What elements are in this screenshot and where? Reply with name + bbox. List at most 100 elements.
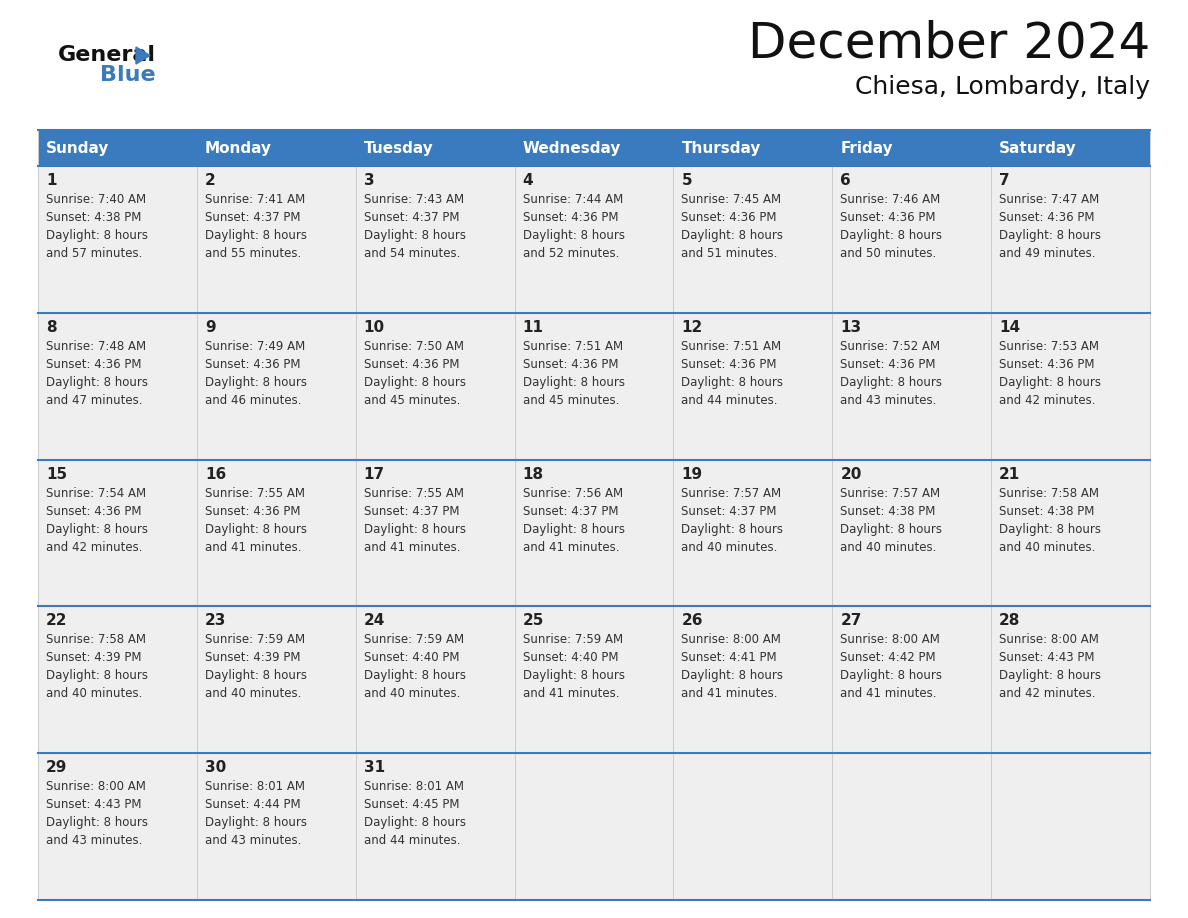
Text: 9: 9 [204,319,215,335]
Bar [514,753,674,900]
Text: and 40 minutes.: and 40 minutes. [204,688,302,700]
Text: Sunset: 4:36 PM: Sunset: 4:36 PM [46,505,141,518]
Text: Sunset: 4:36 PM: Sunset: 4:36 PM [364,358,460,371]
Text: Daylight: 8 hours: Daylight: 8 hours [204,229,307,242]
Text: 13: 13 [840,319,861,335]
Bar [674,313,833,460]
Bar [514,460,674,607]
Text: Sunset: 4:42 PM: Sunset: 4:42 PM [840,652,936,665]
Text: Monday: Monday [204,140,272,155]
Text: Sunrise: 7:51 AM: Sunrise: 7:51 AM [523,340,623,353]
Text: Sunrise: 7:56 AM: Sunrise: 7:56 AM [523,487,623,499]
Text: and 45 minutes.: and 45 minutes. [523,394,619,407]
Text: Daylight: 8 hours: Daylight: 8 hours [204,522,307,535]
Text: D: D [58,34,69,48]
Text: December 2024: December 2024 [747,20,1150,68]
Text: Sunrise: 7:57 AM: Sunrise: 7:57 AM [682,487,782,499]
Text: and 54 minutes.: and 54 minutes. [364,247,460,260]
Polygon shape [135,47,150,64]
Text: Sunrise: 7:47 AM: Sunrise: 7:47 AM [999,193,1099,206]
Bar [833,166,991,313]
Text: Sunrise: 7:59 AM: Sunrise: 7:59 AM [204,633,305,646]
Text: Sunset: 4:38 PM: Sunset: 4:38 PM [840,505,936,518]
Text: 28: 28 [999,613,1020,629]
Text: 25: 25 [523,613,544,629]
Text: and 46 minutes.: and 46 minutes. [204,394,302,407]
Text: Sunset: 4:43 PM: Sunset: 4:43 PM [46,798,141,812]
Text: Sunrise: 8:00 AM: Sunrise: 8:00 AM [682,633,782,646]
Text: 16: 16 [204,466,226,482]
Text: Daylight: 8 hours: Daylight: 8 hours [682,522,783,535]
Text: Daylight: 8 hours: Daylight: 8 hours [682,375,783,389]
Text: Sunset: 4:40 PM: Sunset: 4:40 PM [364,652,460,665]
Text: and 47 minutes.: and 47 minutes. [46,394,143,407]
Text: 22: 22 [46,613,68,629]
Text: Daylight: 8 hours: Daylight: 8 hours [204,816,307,829]
Text: Sunrise: 7:50 AM: Sunrise: 7:50 AM [364,340,463,353]
Text: Sunrise: 8:01 AM: Sunrise: 8:01 AM [364,780,463,793]
Text: 10: 10 [364,319,385,335]
Text: Daylight: 8 hours: Daylight: 8 hours [46,669,148,682]
Text: Sunset: 4:36 PM: Sunset: 4:36 PM [523,211,618,224]
Text: and 40 minutes.: and 40 minutes. [46,688,143,700]
Text: and 42 minutes.: and 42 minutes. [999,688,1095,700]
Bar [197,460,355,607]
Text: Sunset: 4:37 PM: Sunset: 4:37 PM [523,505,618,518]
Text: Daylight: 8 hours: Daylight: 8 hours [840,375,942,389]
Text: Sunrise: 8:00 AM: Sunrise: 8:00 AM [46,780,146,793]
Text: Blue: Blue [100,65,156,85]
Text: and 41 minutes.: and 41 minutes. [682,688,778,700]
Text: Sunset: 4:43 PM: Sunset: 4:43 PM [999,652,1094,665]
Text: Daylight: 8 hours: Daylight: 8 hours [364,229,466,242]
Text: Sunrise: 7:51 AM: Sunrise: 7:51 AM [682,340,782,353]
Bar [38,460,197,607]
Text: and 45 minutes.: and 45 minutes. [364,394,460,407]
Text: Daylight: 8 hours: Daylight: 8 hours [523,522,625,535]
Text: Daylight: 8 hours: Daylight: 8 hours [46,816,148,829]
Text: 14: 14 [999,319,1020,335]
Text: 5: 5 [682,173,693,188]
Text: Thursday: Thursday [682,140,760,155]
Text: and 42 minutes.: and 42 minutes. [46,541,143,554]
Text: 20: 20 [840,466,861,482]
Text: Daylight: 8 hours: Daylight: 8 hours [682,229,783,242]
Text: 29: 29 [46,760,68,775]
Text: 4: 4 [523,173,533,188]
Bar [514,313,674,460]
Text: Daylight: 8 hours: Daylight: 8 hours [999,669,1101,682]
Bar [833,607,991,753]
Bar [38,166,197,313]
Text: Sunrise: 7:45 AM: Sunrise: 7:45 AM [682,193,782,206]
Text: Sunrise: 7:55 AM: Sunrise: 7:55 AM [364,487,463,499]
Text: Sunrise: 7:58 AM: Sunrise: 7:58 AM [999,487,1099,499]
Text: Sunday: Sunday [46,140,109,155]
Text: and 43 minutes.: and 43 minutes. [204,834,302,847]
Text: and 41 minutes.: and 41 minutes. [204,541,302,554]
Text: Sunset: 4:36 PM: Sunset: 4:36 PM [46,358,141,371]
Text: Chiesa, Lombardy, Italy: Chiesa, Lombardy, Italy [855,75,1150,99]
Bar [991,607,1150,753]
Text: Sunrise: 7:48 AM: Sunrise: 7:48 AM [46,340,146,353]
Text: Sunset: 4:36 PM: Sunset: 4:36 PM [999,211,1094,224]
Text: 31: 31 [364,760,385,775]
Text: 21: 21 [999,466,1020,482]
Text: and 40 minutes.: and 40 minutes. [999,541,1095,554]
Text: 19: 19 [682,466,702,482]
Text: 6: 6 [840,173,851,188]
Bar [514,607,674,753]
Text: 3: 3 [364,173,374,188]
Text: and 41 minutes.: and 41 minutes. [364,541,460,554]
Bar [197,166,355,313]
Bar [674,607,833,753]
Text: Sunset: 4:36 PM: Sunset: 4:36 PM [682,358,777,371]
Text: Sunrise: 7:59 AM: Sunrise: 7:59 AM [523,633,623,646]
Text: Sunset: 4:36 PM: Sunset: 4:36 PM [840,211,936,224]
Text: Sunrise: 7:46 AM: Sunrise: 7:46 AM [840,193,941,206]
Bar [197,607,355,753]
Text: Sunset: 4:36 PM: Sunset: 4:36 PM [999,358,1094,371]
Text: Sunrise: 8:01 AM: Sunrise: 8:01 AM [204,780,305,793]
Text: Sunset: 4:39 PM: Sunset: 4:39 PM [46,652,141,665]
Text: 15: 15 [46,466,68,482]
Text: Daylight: 8 hours: Daylight: 8 hours [840,522,942,535]
Text: Sunset: 4:36 PM: Sunset: 4:36 PM [523,358,618,371]
